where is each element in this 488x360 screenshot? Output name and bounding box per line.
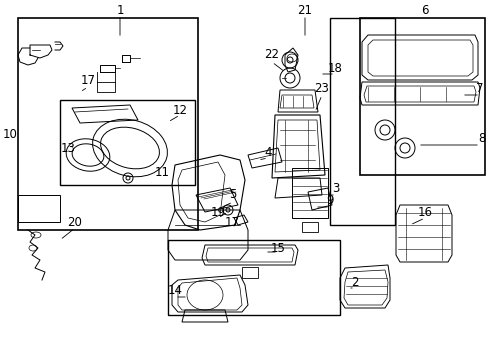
Bar	[60, 100, 195, 185]
Bar	[18, 195, 60, 222]
Bar	[302, 222, 317, 232]
Text: 22: 22	[264, 49, 279, 62]
Bar	[359, 18, 484, 175]
Text: 7: 7	[475, 81, 483, 94]
Text: 16: 16	[417, 206, 431, 219]
Text: 14: 14	[167, 284, 182, 297]
Text: 23: 23	[314, 81, 329, 94]
Text: 17: 17	[81, 73, 95, 86]
Bar	[18, 18, 198, 230]
Bar	[168, 240, 339, 315]
Text: 12: 12	[172, 104, 187, 117]
Text: 18: 18	[327, 62, 342, 75]
Text: 1: 1	[116, 4, 123, 17]
Text: 10: 10	[2, 129, 18, 141]
Text: 4: 4	[264, 145, 271, 158]
Bar	[242, 267, 258, 278]
Bar	[329, 18, 394, 225]
Text: 5: 5	[229, 189, 236, 202]
Text: 15: 15	[270, 242, 285, 255]
Text: 20: 20	[67, 216, 82, 229]
Text: 11: 11	[154, 166, 169, 179]
Bar	[291, 168, 327, 218]
Text: 13: 13	[61, 141, 75, 154]
Text: 21: 21	[297, 4, 312, 17]
Text: 2: 2	[350, 275, 358, 288]
Text: 19: 19	[210, 206, 225, 219]
Text: 17: 17	[224, 216, 239, 229]
Text: 3: 3	[332, 181, 339, 194]
Text: 6: 6	[420, 4, 428, 17]
Text: 8: 8	[477, 131, 485, 144]
Text: 9: 9	[325, 194, 333, 207]
